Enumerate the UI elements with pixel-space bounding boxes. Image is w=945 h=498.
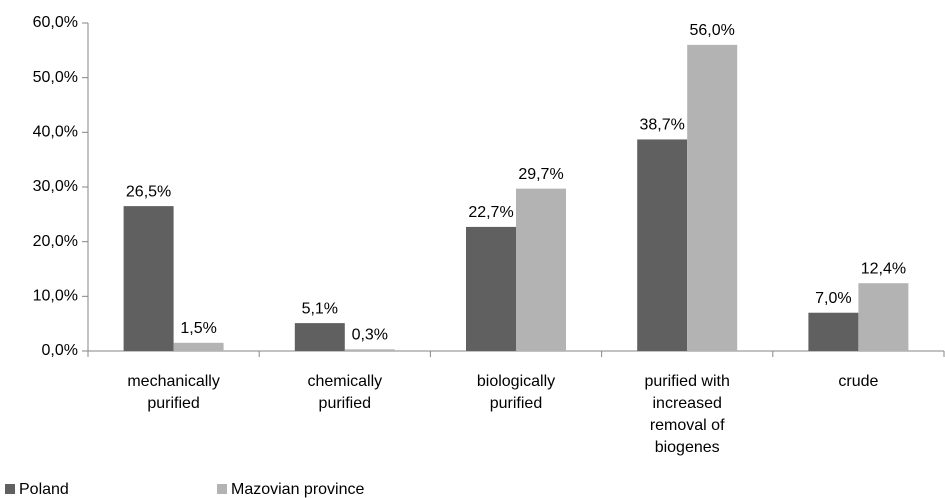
data-label: 38,7% — [640, 117, 685, 134]
data-label: 7,0% — [815, 290, 851, 307]
bar — [344, 349, 395, 351]
legend-label: Mazovian province — [231, 481, 365, 498]
data-label: 26,5% — [126, 183, 171, 200]
data-label: 56,0% — [690, 22, 735, 39]
x-tick-label: crude — [838, 373, 879, 390]
x-tick-label: chemically purified — [307, 373, 383, 412]
legend-swatch — [217, 484, 227, 494]
bar — [808, 312, 859, 351]
bar — [687, 44, 738, 351]
y-tick-label: 60,0% — [33, 14, 78, 31]
data-label: 22,7% — [468, 204, 513, 221]
data-label: 5,1% — [302, 300, 338, 317]
y-tick-label: 0,0% — [42, 342, 78, 359]
bar — [466, 226, 516, 351]
bar — [516, 188, 566, 351]
bar — [294, 323, 345, 351]
bar — [123, 206, 174, 351]
x-tick-label: purified with increased removal of bioge… — [644, 373, 730, 456]
bar — [173, 342, 224, 351]
x-tick-label: mechanically purified — [127, 373, 220, 412]
data-label: 12,4% — [861, 260, 906, 277]
legend-swatch — [5, 484, 15, 494]
bar — [858, 283, 909, 351]
y-tick-label: 10,0% — [33, 288, 78, 305]
x-tick-label: biologically purified — [476, 373, 556, 412]
data-label: 0,3% — [352, 327, 388, 344]
y-tick-label: 50,0% — [33, 69, 78, 86]
y-tick-label: 20,0% — [33, 233, 78, 250]
data-label: 29,7% — [518, 166, 563, 183]
legend-label: Poland — [19, 481, 69, 498]
y-tick-label: 40,0% — [33, 124, 78, 141]
bar — [637, 139, 688, 351]
y-tick-label: 30,0% — [33, 178, 78, 195]
data-label: 1,5% — [180, 320, 216, 337]
